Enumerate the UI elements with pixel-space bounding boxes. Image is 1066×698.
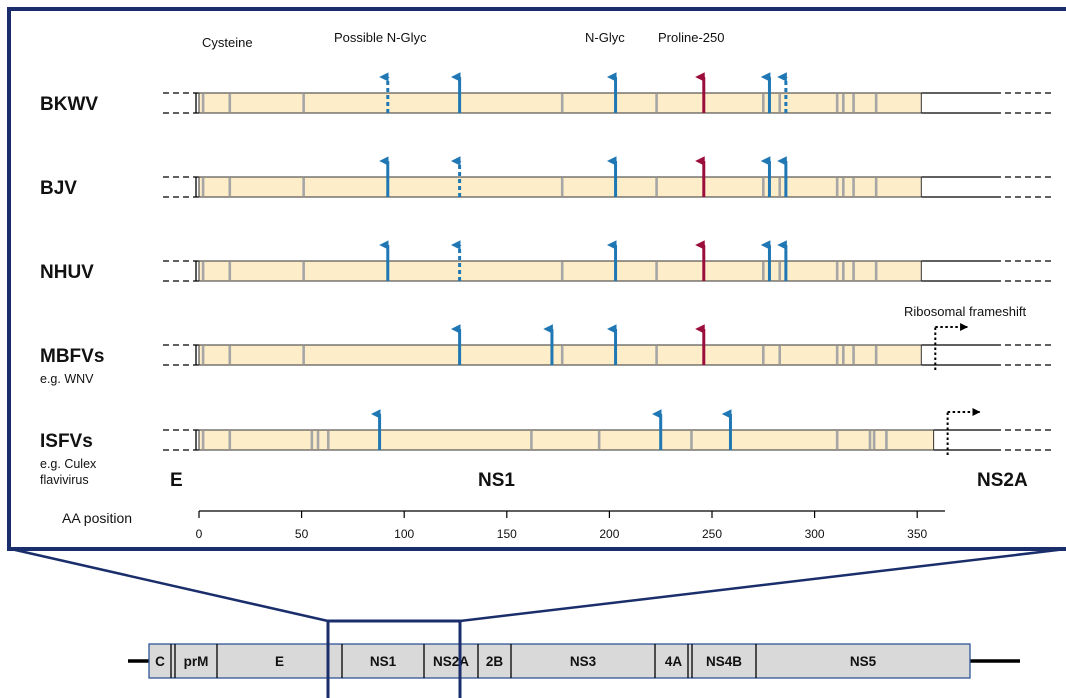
genome-segment-prm: prM — [184, 654, 209, 669]
axis-tick-label: 100 — [394, 527, 414, 541]
region-label-e: E — [170, 470, 183, 491]
row-mbfvs: MBFVs e.g. WNV — [40, 323, 1055, 386]
axis-tick-label: 250 — [702, 527, 722, 541]
axis-tick-label: 0 — [196, 527, 203, 541]
genome-segment-ns5: NS5 — [850, 654, 877, 669]
ns1-bar — [198, 344, 922, 366]
row-nhuv: NHUV — [40, 240, 1055, 283]
row-label: BJV — [40, 178, 77, 199]
sequence-rows: BKWV BJV NHUV MBFVs e.g. WNV ISFVs e.g. Culex f… — [40, 72, 1055, 487]
header-ribosomal-frameshift: Ribosomal frameshift — [904, 304, 1026, 319]
row-bkwv: BKWV — [40, 72, 1055, 115]
row-label: NHUV — [40, 262, 94, 283]
connector-line-left — [10, 547, 329, 623]
header-n-glyc: N-Glyc — [585, 30, 625, 45]
axis-tick-label: 300 — [805, 527, 825, 541]
zoom-highlight-box — [326, 619, 462, 698]
header-proline-250: Proline-250 — [658, 30, 725, 45]
genome-segment-2b: 2B — [486, 654, 504, 669]
axis-tick-label: 150 — [497, 527, 517, 541]
row-label: MBFVs — [40, 346, 104, 367]
axis-tick-label: 200 — [599, 527, 619, 541]
genome-segment-ns4b: NS4B — [706, 654, 742, 669]
axis-label: AA position — [62, 510, 132, 526]
region-label-ns1: NS1 — [478, 470, 515, 491]
ns1-bar — [198, 92, 922, 114]
genome-segment-ns2a: NS2A — [433, 654, 469, 669]
row-sublabel: e.g. WNV — [40, 372, 94, 386]
region-label-ns2a: NS2A — [977, 470, 1028, 491]
row-isfvs: ISFVs e.g. Culex flavivirus — [40, 408, 1055, 487]
row-sublabel: flavivirus — [40, 473, 89, 487]
header-cysteine: Cysteine — [202, 35, 253, 50]
genome-segment-ns1: NS1 — [370, 654, 397, 669]
header-possible-n-glyc: Possible N-Glyc — [334, 30, 427, 45]
genome-segment-e: E — [275, 654, 284, 669]
row-sublabel: e.g. Culex — [40, 457, 97, 471]
axis-tick-label: 50 — [295, 527, 309, 541]
row-label: BKWV — [40, 94, 98, 115]
row-label: ISFVs — [40, 431, 93, 452]
ns1-bar — [198, 429, 935, 451]
aa-position-axis: 0 50 100 150 200 250 300 350 — [196, 510, 945, 541]
zoom-panel-frame — [7, 7, 1066, 551]
genome-segment-4a: 4A — [665, 654, 683, 669]
ns1-bar — [198, 260, 922, 282]
genome-body — [148, 643, 971, 679]
row-bjv: BJV — [40, 156, 1055, 199]
ns1-bar — [198, 176, 922, 198]
genome-segment-c: C — [155, 654, 165, 669]
axis-tick-label: 350 — [907, 527, 927, 541]
connector-line-right — [459, 547, 1066, 623]
genome-segment-ns3: NS3 — [570, 654, 597, 669]
